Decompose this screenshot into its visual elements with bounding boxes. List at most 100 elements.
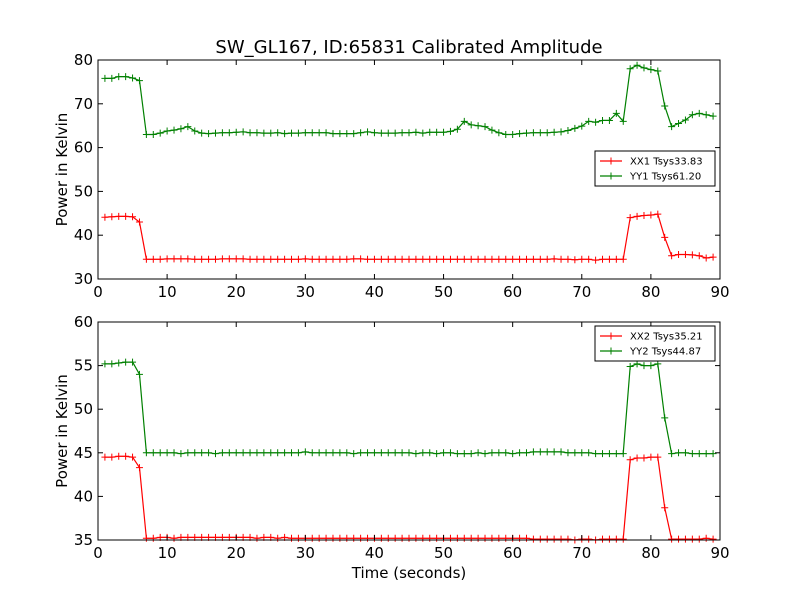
data-point — [536, 535, 544, 543]
data-point — [377, 534, 385, 542]
x-tick-label: 50 — [434, 283, 453, 301]
data-point — [412, 534, 420, 542]
data-point — [253, 534, 261, 542]
data-point — [281, 130, 289, 138]
data-point — [474, 255, 482, 263]
data-point — [218, 449, 226, 457]
data-point — [129, 213, 137, 221]
data-point — [633, 212, 641, 220]
data-point — [460, 450, 468, 458]
series-1 — [101, 452, 717, 544]
data-point — [619, 117, 627, 125]
data-point — [225, 449, 233, 457]
x-tick-label: 40 — [365, 544, 384, 562]
data-point — [384, 449, 392, 457]
data-point — [509, 450, 517, 458]
data-point — [288, 255, 296, 263]
legend: XX1 Tsys33.83 YY1 Tsys61.20 — [594, 150, 716, 187]
data-point — [474, 449, 482, 457]
data-point — [225, 129, 233, 137]
data-point — [495, 129, 503, 137]
data-point — [446, 255, 454, 263]
data-point — [163, 449, 171, 457]
data-point — [391, 129, 399, 137]
data-point — [364, 449, 372, 457]
data-point — [364, 128, 372, 136]
data-point — [633, 360, 641, 368]
data-point — [294, 255, 302, 263]
data-point — [377, 129, 385, 137]
data-point — [433, 255, 441, 263]
data-point — [336, 130, 344, 138]
data-point — [177, 255, 185, 263]
data-point — [612, 255, 620, 263]
data-point — [675, 449, 683, 457]
data-point — [184, 255, 192, 263]
data-point — [122, 73, 130, 81]
data-point — [453, 125, 461, 133]
data-point — [688, 251, 696, 259]
data-point — [640, 64, 648, 72]
data-point — [246, 129, 254, 137]
data-point — [350, 255, 358, 263]
data-point — [370, 129, 378, 137]
data-point — [529, 129, 537, 137]
data-point — [529, 535, 537, 543]
data-point — [446, 534, 454, 542]
y-tick-label: 50 — [74, 400, 93, 418]
data-point — [184, 123, 192, 131]
data-point — [308, 255, 316, 263]
data-point — [419, 449, 427, 457]
y-tick-label: 40 — [74, 226, 93, 244]
x-tick-label: 70 — [572, 283, 591, 301]
x-tick-label: 30 — [296, 283, 315, 301]
series-2 — [101, 358, 717, 458]
data-point — [502, 449, 510, 457]
data-point — [218, 255, 226, 263]
data-point — [177, 450, 185, 458]
data-point — [142, 449, 150, 457]
data-point — [619, 255, 627, 263]
data-point — [391, 255, 399, 263]
data-point — [198, 255, 206, 263]
data-point — [294, 129, 302, 137]
data-point — [681, 535, 689, 543]
x-tick-label: 80 — [641, 544, 660, 562]
data-point — [522, 449, 530, 457]
data-point — [246, 449, 254, 457]
data-point — [205, 130, 213, 138]
data-point — [502, 534, 510, 542]
data-point — [115, 452, 123, 460]
data-point — [405, 255, 413, 263]
data-point — [225, 255, 233, 263]
data-point — [384, 129, 392, 137]
data-point — [336, 255, 344, 263]
data-point — [585, 449, 593, 457]
data-point — [440, 128, 448, 136]
data-point — [129, 74, 137, 82]
data-point — [626, 65, 634, 73]
data-point — [101, 360, 109, 368]
legend: XX2 Tsys35.21 YY2 Tsys44.87 — [594, 325, 716, 362]
data-point — [709, 112, 717, 120]
data-point — [640, 211, 648, 219]
data-point — [550, 535, 558, 543]
data-point — [239, 449, 247, 457]
data-point — [668, 535, 676, 543]
data-point — [170, 449, 178, 457]
data-point — [647, 211, 655, 219]
x-tick-label: 20 — [227, 283, 246, 301]
data-point — [384, 534, 392, 542]
data-point — [592, 256, 600, 264]
data-point — [474, 122, 482, 130]
x-tick-label: 60 — [503, 544, 522, 562]
data-point — [550, 128, 558, 136]
data-point — [509, 130, 517, 138]
x-tick-label: 90 — [710, 283, 729, 301]
data-point — [115, 359, 123, 367]
legend-marker — [607, 157, 615, 165]
data-point — [529, 448, 537, 456]
data-point — [453, 450, 461, 458]
data-point — [122, 358, 130, 366]
bottom-panel: 0 10 20 30 40 50 60 70 80 90 35 40 45 50 55 60 Power in … — [53, 313, 730, 562]
